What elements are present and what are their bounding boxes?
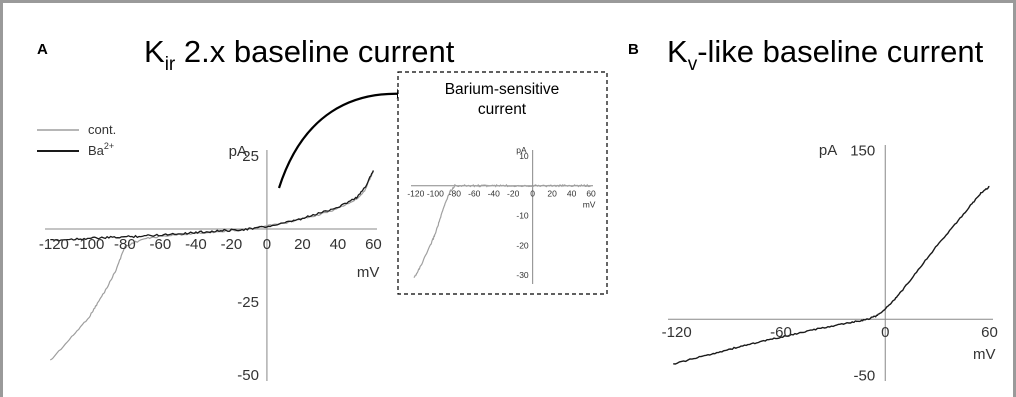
figure-canvas: A Kir 2.x baseline current B Kv-like bas… <box>37 34 998 384</box>
x-tick-label: 60 <box>981 324 998 341</box>
inset-y-tick-label: 10 <box>519 151 529 161</box>
chart-kir-baseline: cont. Ba2+ -120 -100 -80 -60 -40 -20 0 20 40 60 25… <box>37 122 382 384</box>
inset-x-tick-label: -60 <box>468 189 481 199</box>
x-axis-unit: mV <box>973 346 996 363</box>
x-tick-label: -120 <box>662 324 692 341</box>
panel-a-label: A <box>37 41 48 58</box>
chart-kv-baseline: -120 -60 0 60 150 -50 pA mV <box>662 142 998 384</box>
inset-x-axis-unit: mV <box>583 200 596 210</box>
inset-y-axis-unit: pA <box>516 145 527 155</box>
inset-title-line2: current <box>478 101 527 118</box>
inset-y-tick-label: -10 <box>516 211 529 221</box>
series-cont-line <box>49 170 374 361</box>
inset-x-tick-label: -80 <box>449 189 462 199</box>
inset-x-tick-label: 60 <box>586 189 596 199</box>
y-tick-label: -50 <box>854 367 876 384</box>
panel-b-title: Kv-like baseline current <box>667 34 984 75</box>
inset-barium-sensitive: Barium-sensitive current -120 -100 -80 -60-… <box>397 71 608 295</box>
inset-title-line1: Barium-sensitive <box>445 81 560 98</box>
inset-x-tick-label: 0 <box>530 189 535 199</box>
series-ba-line <box>50 170 375 242</box>
x-tick-label: 0 <box>263 236 271 253</box>
inset-x-tick-label: -100 <box>427 189 444 199</box>
inset-y-tick-label: -20 <box>516 240 529 250</box>
x-tick-label: -40 <box>185 236 207 253</box>
y-axis-unit: pA <box>229 143 247 160</box>
y-axis-unit: pA <box>819 142 837 159</box>
panel-a-title: Kir 2.x baseline current <box>144 34 455 75</box>
x-tick-label: -60 <box>770 324 792 341</box>
inset-x-tick-label: 20 <box>547 189 557 199</box>
inset-x-tick-label: -20 <box>507 189 520 199</box>
inset-series-line <box>413 183 592 278</box>
x-tick-label: -20 <box>221 236 243 253</box>
x-tick-label: 60 <box>365 236 382 253</box>
x-tick-label: -60 <box>150 236 172 253</box>
x-tick-label: -80 <box>114 236 136 253</box>
legend: cont. Ba2+ <box>37 122 116 158</box>
callout-arrow <box>277 88 407 189</box>
inset-x-tick-label: -120 <box>407 189 424 199</box>
inset-x-tick-label: -40 <box>488 189 501 199</box>
inset-y-tick-label: -30 <box>516 270 529 280</box>
series-kv-line <box>673 185 990 365</box>
y-tick-label: -25 <box>237 294 259 311</box>
inset-x-tick-label: 40 <box>567 189 577 199</box>
x-axis-unit: mV <box>357 264 380 281</box>
x-tick-label: -100 <box>74 236 104 253</box>
inset-frame <box>397 71 608 295</box>
x-tick-label: -120 <box>39 236 69 253</box>
y-tick-label: -50 <box>237 367 259 384</box>
y-tick-label: 150 <box>850 143 875 160</box>
x-tick-label: 40 <box>330 236 347 253</box>
y-tick-label: 25 <box>242 148 259 165</box>
legend-label-ba: Ba2+ <box>88 141 114 158</box>
panel-b-label: B <box>628 41 639 58</box>
x-tick-label: 0 <box>881 324 889 341</box>
x-tick-label: 20 <box>294 236 311 253</box>
legend-label-cont: cont. <box>88 122 116 137</box>
